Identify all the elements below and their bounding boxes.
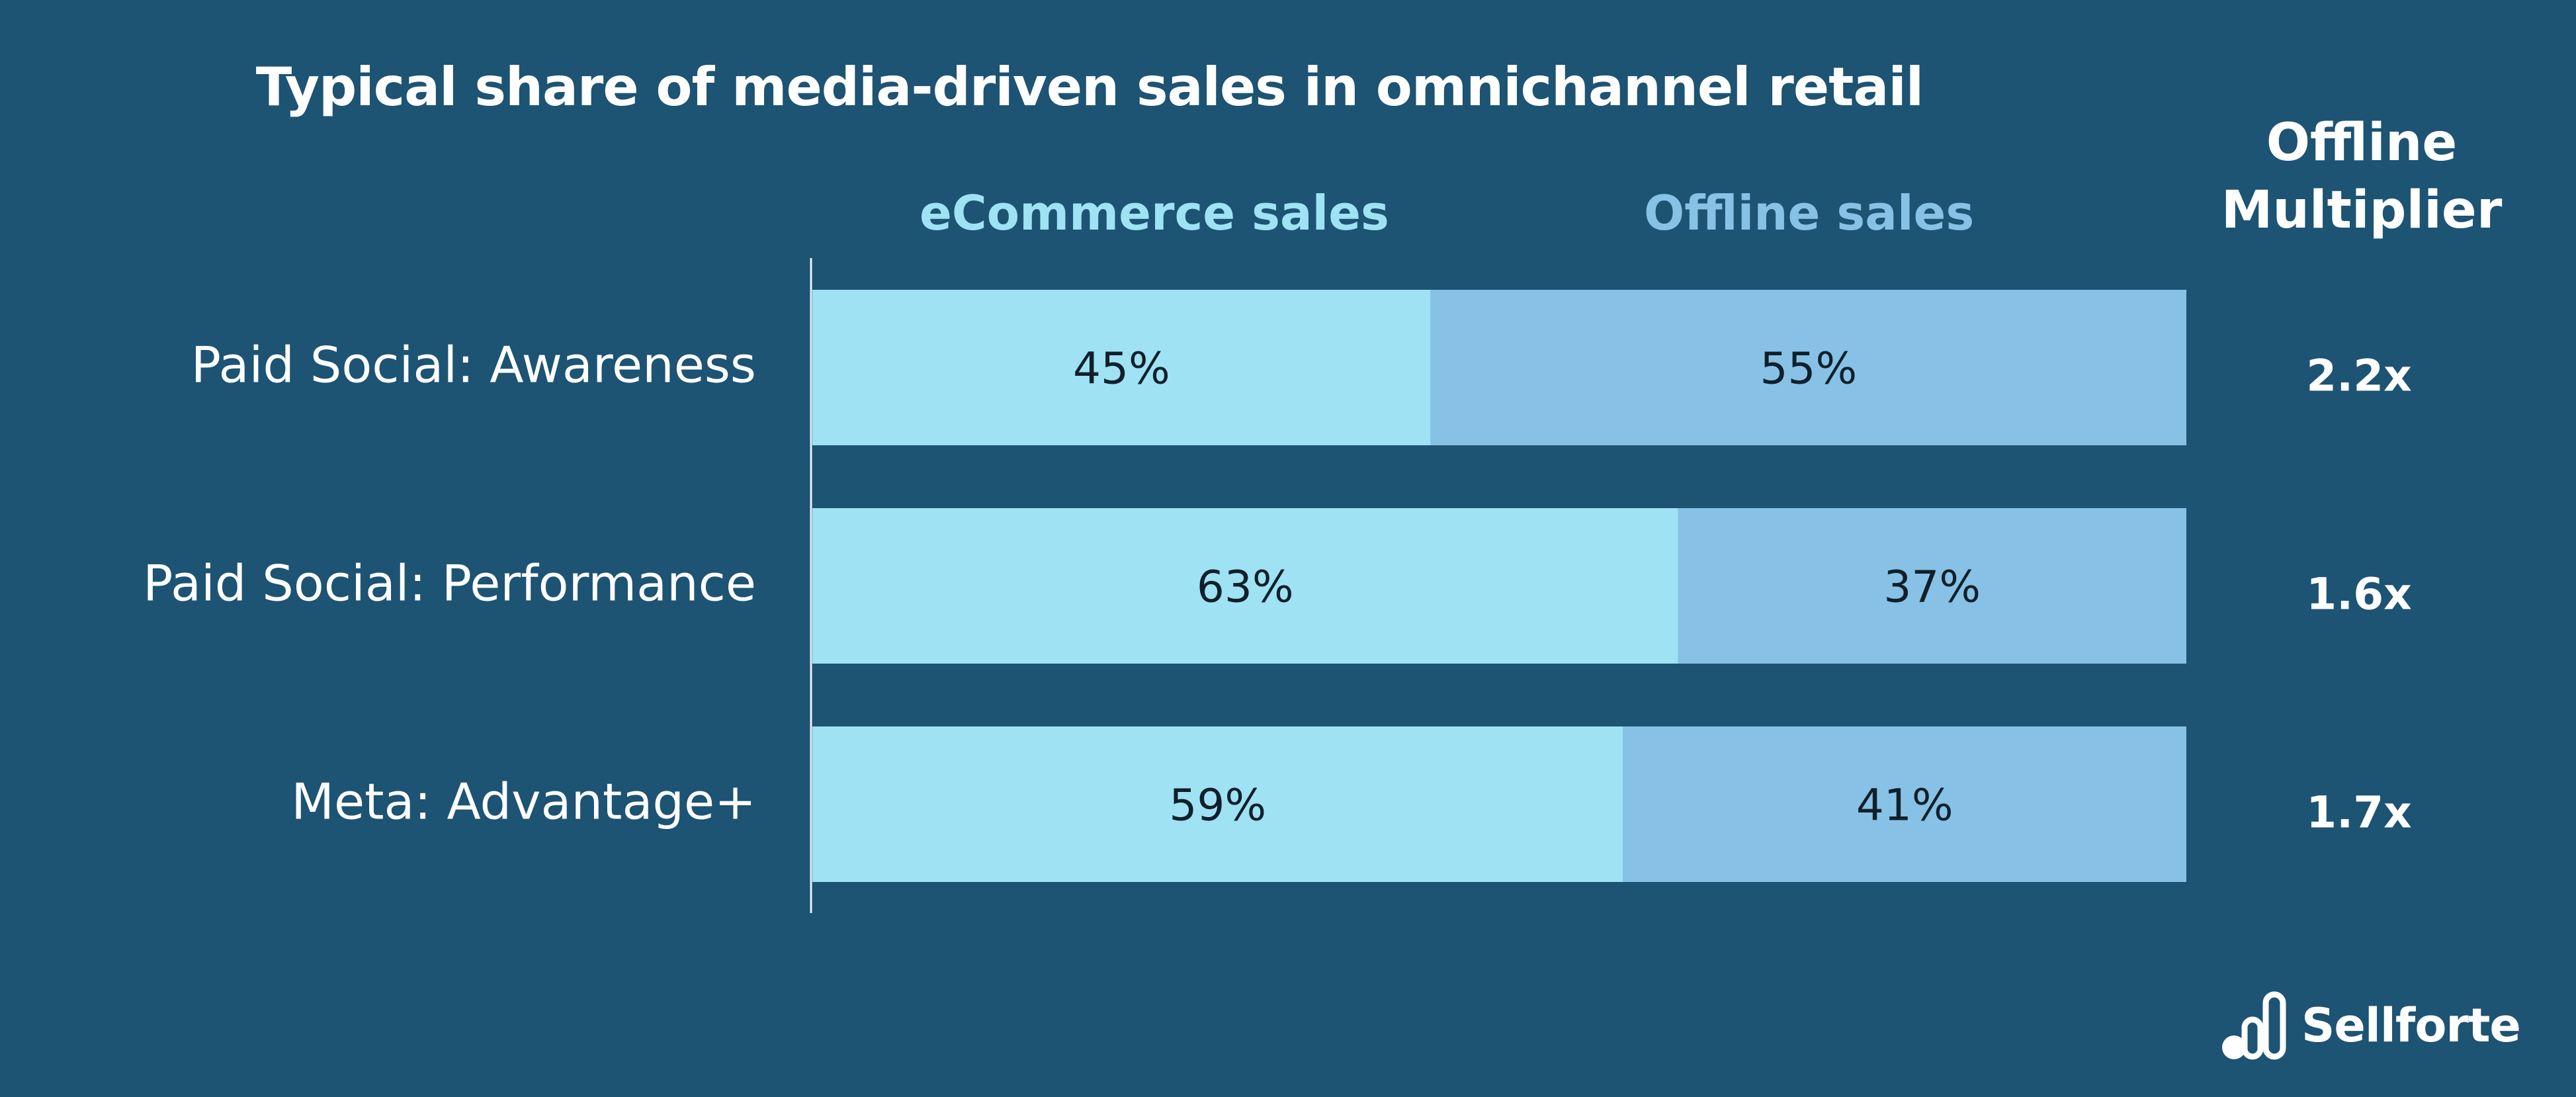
bar-segment-ecommerce: [812, 290, 1431, 445]
multiplier-header: Offline Multiplier: [2183, 109, 2540, 244]
bar-segment-offline: [1430, 290, 2186, 445]
chart-title: Typical share of media-driven sales in o…: [255, 56, 1924, 118]
data-label: 63%: [1197, 562, 1294, 613]
bar-segment-offline: [1678, 508, 2186, 664]
legend-offline: Offline sales: [1644, 185, 1975, 241]
bar-segment-ecommerce: [812, 508, 1678, 664]
data-label: 41%: [1856, 780, 1953, 831]
data-label: 37%: [1883, 562, 1981, 613]
bar-chart-logo-icon: [2222, 991, 2286, 1060]
multiplier-header-line2: Multiplier: [2221, 181, 2503, 240]
category-label: Paid Social: Awareness: [191, 336, 756, 394]
brand-logo: Sellforte: [2219, 986, 2521, 1065]
legend-ecommerce: eCommerce sales: [920, 185, 1389, 241]
bar-segment-ecommerce: [812, 726, 1623, 882]
data-label: 55%: [1760, 343, 1857, 394]
offline-multiplier-value: 1.7x: [2306, 787, 2412, 838]
offline-multiplier-value: 1.6x: [2306, 569, 2412, 620]
brand-name: Sellforte: [2301, 998, 2521, 1053]
data-label: 45%: [1073, 343, 1170, 394]
data-label: 59%: [1169, 780, 1266, 831]
category-label: Meta: Advantage+: [291, 773, 756, 831]
bar-segment-offline: [1623, 726, 2186, 882]
multiplier-header-line1: Offline: [2266, 113, 2458, 173]
category-label: Paid Social: Performance: [143, 554, 756, 613]
offline-multiplier-value: 2.2x: [2306, 351, 2412, 402]
